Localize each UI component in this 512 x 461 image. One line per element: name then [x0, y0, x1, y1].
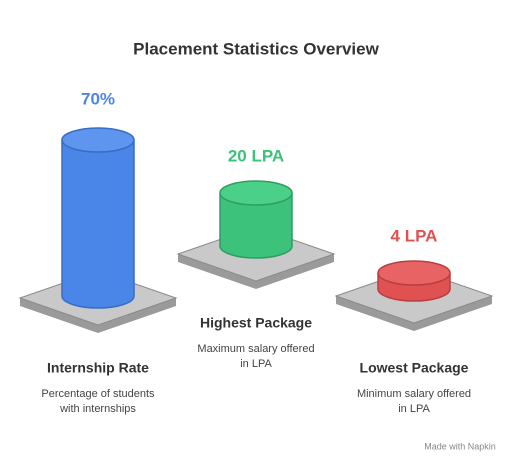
value-label: 70% [81, 89, 115, 108]
footer: Made with Napkin [424, 441, 496, 451]
item-label: Highest Package [200, 315, 312, 331]
item-label: Lowest Package [360, 360, 469, 376]
item-label: Internship Rate [47, 360, 149, 376]
cylinder-top [219, 180, 293, 206]
cylinder-body [62, 140, 134, 296]
platform-side [178, 254, 334, 289]
platform-side [336, 296, 492, 331]
item-description: in LPA [398, 403, 430, 415]
value-label: 20 LPA [228, 146, 284, 165]
item-description: Percentage of students [41, 388, 155, 400]
value-label: 4 LPA [391, 226, 438, 245]
item-description: Minimum salary offered [357, 388, 471, 400]
platform-side [20, 298, 176, 333]
cylinder-top [377, 260, 451, 286]
item-description: in LPA [240, 358, 272, 370]
item-description: Maximum salary offered [197, 343, 314, 355]
cylinder-top [61, 127, 135, 153]
title: Placement Statistics Overview [133, 39, 379, 58]
item-description: with internships [59, 403, 136, 415]
